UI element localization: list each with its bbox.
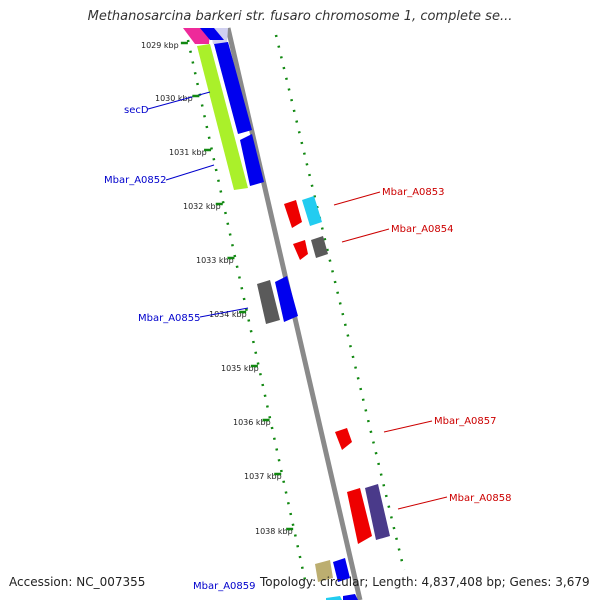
gene-tan-0859	[315, 560, 333, 582]
gene-blue-a	[214, 42, 252, 134]
gene-label[interactable]: Mbar_A0859	[193, 581, 256, 592]
left-dotted-guide	[186, 39, 307, 581]
tick-label: 1038 kbp	[255, 527, 293, 536]
gene-label[interactable]: Mbar_A0852	[104, 175, 167, 186]
accession-info: Accession: NC_007355	[9, 575, 146, 589]
gene-label[interactable]: Mbar_A0854	[391, 224, 454, 235]
gene-label[interactable]: Mbar_A0858	[449, 493, 512, 504]
tick-label: 1037 kbp	[244, 472, 282, 481]
gene-pink-top	[183, 28, 210, 44]
gene-blue-bottom	[343, 594, 358, 600]
topology-summary: Topology: circular; Length: 4,837,408 bp…	[260, 575, 590, 589]
gene-cyan-bottom	[326, 596, 342, 600]
leader-line	[397, 496, 448, 510]
gene-blue-b	[240, 134, 264, 186]
gene-label[interactable]: secD	[124, 105, 149, 116]
gene-label[interactable]: Mbar_A0853	[382, 187, 445, 198]
gene-gray-0855	[257, 280, 280, 324]
right-dotted-guide	[274, 34, 406, 571]
leader-line	[165, 164, 215, 181]
gene-red-0853	[284, 200, 302, 228]
tick-label: 1032 kbp	[183, 202, 221, 211]
gene-blue-0855	[275, 276, 298, 322]
gene-label[interactable]: Mbar_A0857	[434, 416, 497, 427]
leader-line	[341, 228, 390, 243]
gene-blue-top	[200, 28, 224, 40]
gene-blue-0859	[333, 558, 350, 582]
gene-red-0854	[293, 240, 308, 260]
leader-line	[333, 191, 381, 206]
gene-cyan-0853	[302, 196, 322, 226]
leader-line	[383, 420, 433, 433]
gene-gray-0854	[311, 236, 328, 258]
tick-label: 1029 kbp	[141, 41, 179, 50]
map-title: Methanosarcina barkeri str. fusaro chrom…	[87, 9, 513, 24]
leader-line	[199, 307, 249, 318]
gene-red-0858	[347, 488, 372, 544]
gene-lime-secD	[197, 44, 248, 190]
tick-label: 1030 kbp	[155, 94, 193, 103]
tick-label: 1036 kbp	[233, 418, 271, 427]
tick-label: 1035 kbp	[221, 364, 259, 373]
tick-label: 1033 kbp	[196, 256, 234, 265]
tick-label: 1034 kbp	[209, 310, 247, 319]
gene-label[interactable]: Mbar_A0855	[138, 313, 201, 324]
tick-label: 1031 kbp	[169, 148, 207, 157]
gene-red-0857	[335, 428, 352, 450]
leader-line	[147, 91, 211, 110]
gene-navy-0858	[365, 484, 390, 540]
